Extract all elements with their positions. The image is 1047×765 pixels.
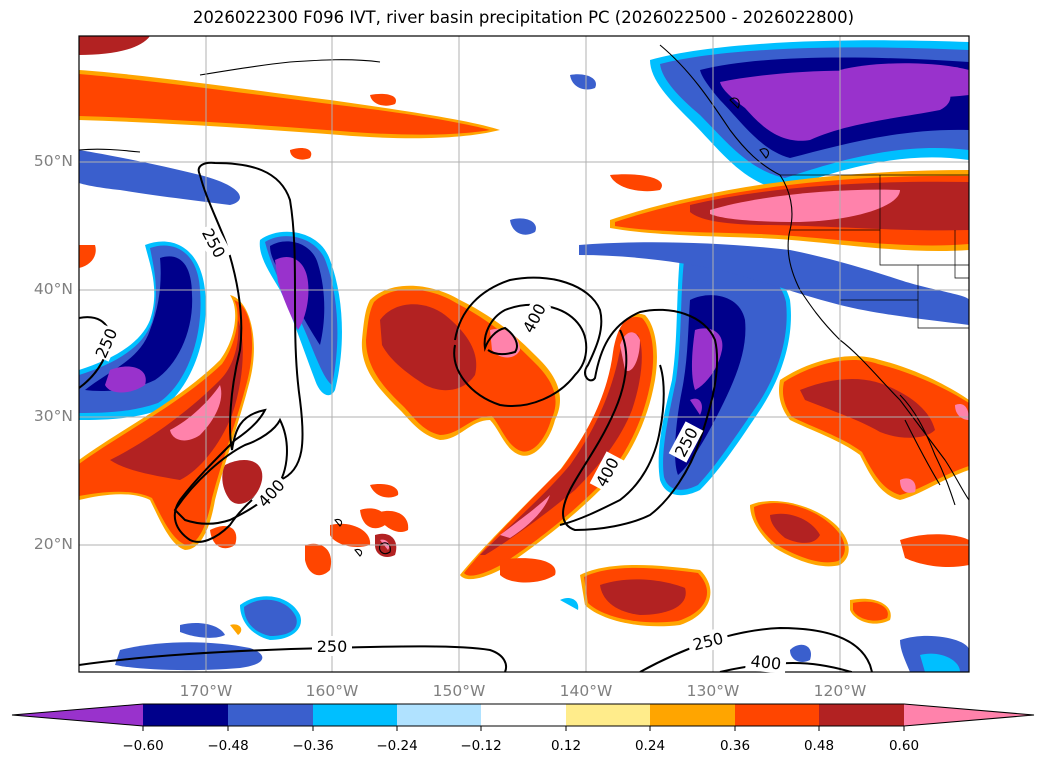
borders [780,174,969,329]
colorbar-swatch [313,704,397,726]
colorbar-swatch [819,704,904,726]
colorbar-tick-label: −0.48 [207,738,249,754]
lon-label: 150°W [432,682,486,700]
contour-label: 400 [750,651,782,673]
colorbar-high-extension [904,704,1034,726]
colorbar-tick-label: −0.12 [460,738,502,754]
lon-label: 120°W [813,682,867,700]
ivt-contours [79,161,873,672]
lon-label: 140°W [559,682,613,700]
colorbar-swatch [481,704,566,726]
map-frame [78,35,970,673]
colorbar-tick-label: 0.60 [888,738,920,754]
colorbar-tick-label: −0.24 [376,738,418,754]
lat-label: 20°N [33,535,73,553]
lat-label: 50°N [33,152,73,170]
precipitation-field [79,36,969,672]
lat-label: 30°N [33,407,73,425]
lon-label: 160°W [305,682,359,700]
gridlines [79,36,969,672]
negative-anomaly-northeast [650,40,969,190]
colorbar-swatch [397,704,481,726]
lon-label: 130°W [686,682,740,700]
positive-blob-central [305,285,560,576]
positive-band-45n [610,170,969,252]
colorbar [11,703,1035,731]
positive-plume-west [79,295,263,550]
colorbar-swatch [566,704,650,726]
colorbar-tick-label: 0.12 [550,738,582,754]
colorbar-swatch [228,704,313,726]
lat-label: 40°N [33,280,73,298]
map-title: 2026022300 F096 IVT, river basin precipi… [192,8,855,27]
colorbar-tick-label: 0.24 [634,738,666,754]
colorbar-low-extension [12,704,143,726]
colorbar-swatch [143,704,228,726]
contour-label: 250 [317,637,348,656]
colorbar-tick-label: −0.36 [292,738,334,754]
colorbar-swatch [735,704,819,726]
colorbar-tick-label: 0.36 [719,738,751,754]
colorbar-swatch [650,704,735,726]
lon-label: 170°W [179,682,233,700]
positive-blob-east [750,356,969,624]
positive-band-northwest [79,36,662,192]
colorbar-tick-label: −0.60 [122,738,164,754]
colorbar-tick-label: 0.48 [803,738,835,754]
negative-blobs-southwest [115,596,579,671]
